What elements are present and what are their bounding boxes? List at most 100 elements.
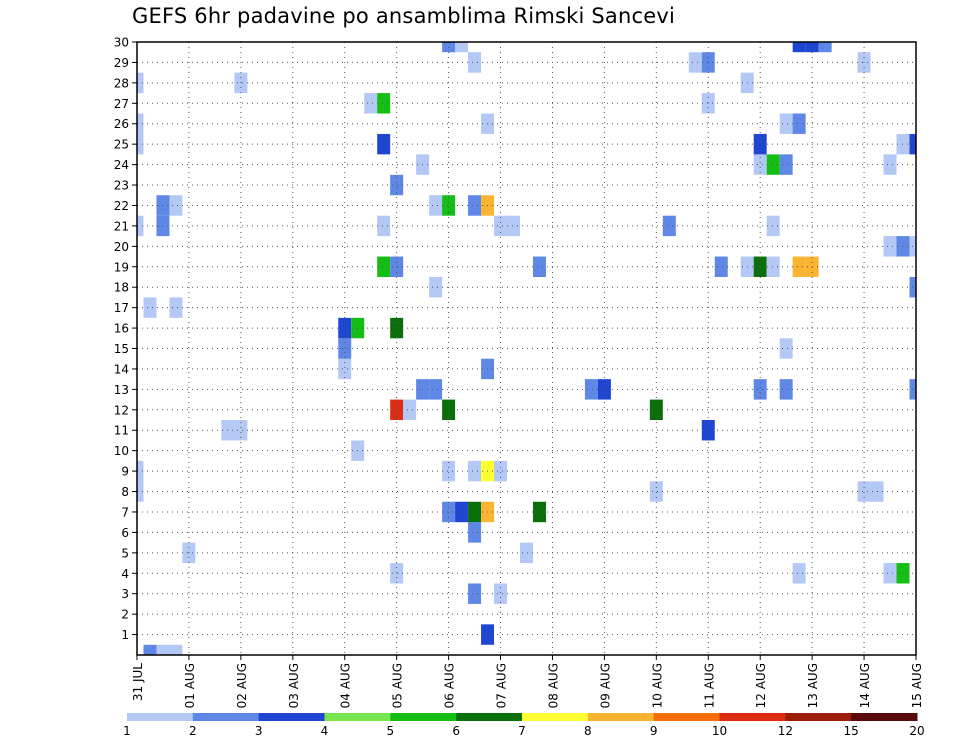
x-tick-label: 02 AUG	[235, 663, 249, 708]
heatmap-cell	[468, 460, 482, 482]
colorbar-label: 12	[778, 724, 793, 738]
heatmap-cell	[494, 215, 508, 237]
heatmap-cell	[442, 195, 456, 216]
heatmap-cell	[468, 522, 482, 543]
colorbar-label: 3	[255, 724, 263, 738]
y-tick-label: 18	[114, 281, 129, 295]
y-tick-label: 26	[114, 117, 129, 131]
x-tick-label: 13 AUG	[806, 663, 820, 708]
y-tick-label: 29	[114, 56, 129, 70]
heatmap-cell	[137, 72, 144, 94]
heatmap-cell	[338, 338, 352, 359]
heatmap-cell	[753, 256, 767, 277]
heatmap-cell	[338, 358, 352, 380]
y-tick-label: 1	[121, 628, 129, 642]
y-tick-label: 6	[121, 526, 129, 540]
colorbar-segment	[785, 713, 852, 721]
y-tick-label: 20	[114, 240, 129, 254]
heatmap-cell	[896, 133, 910, 155]
heatmap-cell	[137, 460, 144, 482]
heatmap-cell	[468, 52, 482, 73]
colorbar-label: 5	[387, 724, 395, 738]
x-tick-label: 11 AUG	[702, 663, 716, 708]
axes: 1234567891011121314151617181920212223242…	[114, 36, 924, 709]
heatmap-cell	[390, 317, 404, 339]
heatmap-cell	[779, 379, 793, 400]
heatmap-cell	[532, 501, 546, 523]
colorbar-segment	[324, 713, 391, 721]
heatmap-cell	[701, 93, 715, 114]
y-tick-label: 12	[114, 403, 129, 417]
heatmap-cell	[468, 583, 482, 604]
heatmap-cell	[662, 215, 676, 237]
y-tick-label: 17	[114, 301, 129, 315]
heatmap-cell	[442, 501, 456, 523]
heatmap-cell	[883, 563, 897, 584]
y-tick-label: 3	[121, 587, 129, 601]
colorbar-segment	[587, 713, 655, 721]
colorbar-label: 20	[909, 724, 924, 738]
colorbar-label: 9	[650, 724, 658, 738]
colorbar-label: 2	[189, 724, 197, 738]
colorbar-segment	[390, 713, 457, 721]
heatmap-cell	[701, 420, 715, 441]
heatmap-cell	[169, 644, 183, 655]
x-tick-label: 05 AUG	[391, 663, 405, 708]
y-tick-label: 7	[121, 505, 129, 519]
heatmap-cell	[792, 113, 806, 134]
x-tick-label: 08 AUG	[546, 663, 560, 708]
y-tick-label: 11	[114, 424, 129, 438]
heatmap-cell	[584, 379, 598, 400]
y-tick-label: 16	[114, 322, 129, 336]
y-tick-label: 14	[114, 362, 129, 376]
heatmap-cell	[377, 256, 391, 277]
colorbar-label: 15	[844, 724, 859, 738]
heatmap-cell	[377, 215, 391, 237]
heatmap-cell	[779, 154, 793, 175]
colorbar-segment	[258, 713, 325, 721]
heatmap-cells	[137, 42, 916, 655]
colorbar-segment	[719, 713, 786, 721]
y-tick-label: 15	[114, 342, 129, 356]
y-tick-label: 21	[114, 219, 129, 233]
colorbar-label: 6	[452, 724, 460, 738]
heatmap-cell	[468, 501, 482, 523]
y-tick-label: 30	[114, 36, 129, 50]
heatmap-cell	[494, 460, 508, 482]
heatmap-cell	[442, 460, 456, 482]
colorbar-label: 8	[584, 724, 592, 738]
y-tick-label: 23	[114, 179, 129, 193]
heatmap-cell	[429, 379, 443, 400]
heatmap-cell	[169, 195, 183, 216]
heatmap-cell	[649, 481, 663, 502]
heatmap-cell	[792, 42, 806, 53]
heatmap-cell	[520, 542, 533, 564]
heatmap-cell	[714, 256, 728, 277]
x-tick-label: 14 AUG	[858, 663, 872, 708]
heatmap-cell	[169, 297, 183, 318]
heatmap-cell	[390, 563, 404, 584]
heatmap-cell	[137, 133, 144, 155]
y-tick-label: 10	[114, 444, 129, 458]
colorbar-label: 4	[321, 724, 329, 738]
x-tick-label: 03 AUG	[287, 663, 301, 708]
y-tick-label: 4	[121, 567, 129, 581]
y-tick-label: 9	[121, 465, 129, 479]
heatmap-cell	[377, 93, 391, 114]
heatmap-cell	[338, 317, 352, 339]
x-tick-label: 15 AUG	[910, 663, 924, 708]
x-tick-label: 31 JUL	[131, 663, 145, 701]
x-tick-label: 01 AUG	[183, 663, 197, 708]
chart-title: GEFS 6hr padavine po ansamblima Rimski S…	[132, 4, 676, 28]
heatmap-cell	[792, 563, 806, 584]
heatmap-cell	[494, 583, 508, 604]
heatmap-cell	[429, 276, 443, 298]
heatmap-cell	[442, 399, 456, 421]
heatmap-cell	[377, 133, 391, 155]
colorbar-label: 7	[518, 724, 526, 738]
colorbar-segment	[522, 713, 589, 721]
y-tick-label: 25	[114, 138, 129, 152]
x-tick-label: 10 AUG	[650, 663, 664, 708]
heatmap-cell	[137, 481, 144, 502]
x-tick-label: 09 AUG	[598, 663, 612, 708]
